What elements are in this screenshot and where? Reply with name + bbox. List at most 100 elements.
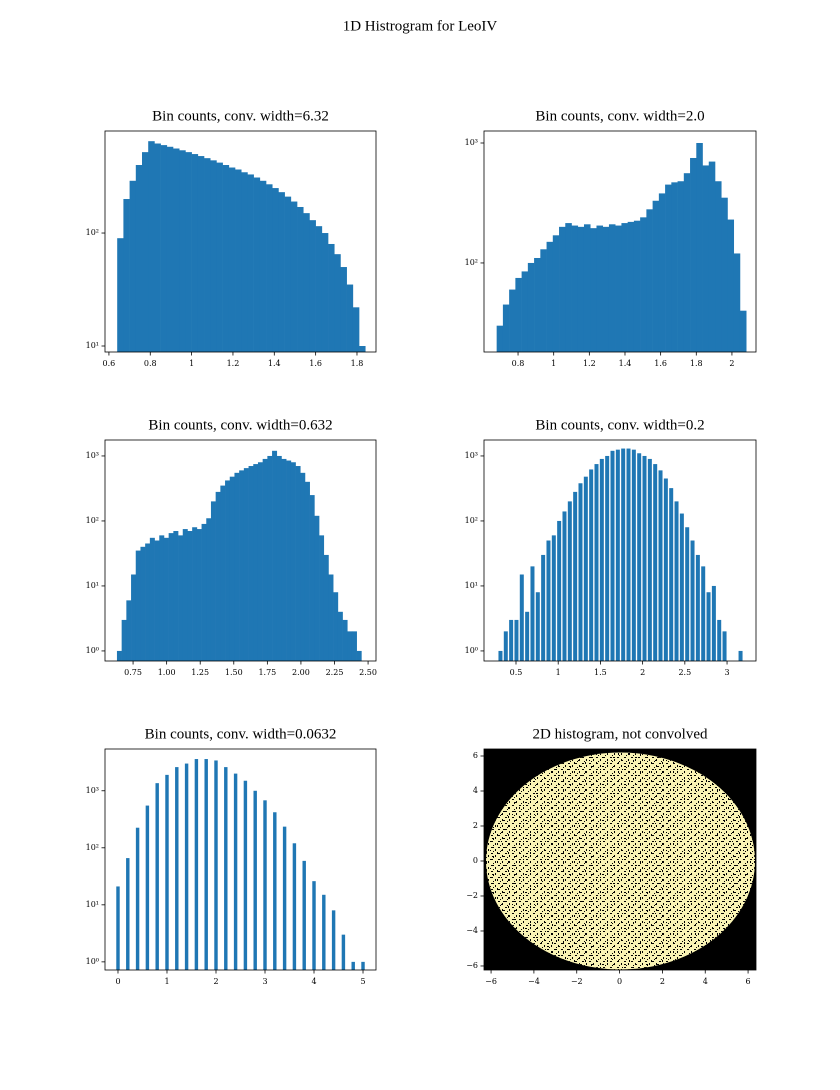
bar [653, 464, 658, 661]
x-tick-label: 2.25 [326, 668, 344, 677]
y-tick-label: −4 [466, 926, 478, 935]
y-tick-label: 10¹ [86, 581, 99, 590]
bar [126, 600, 132, 661]
x-tick-label: 0 [617, 977, 622, 986]
bar [696, 142, 703, 352]
x-tick-label: 0.75 [124, 668, 142, 677]
bar [637, 453, 642, 661]
bar [346, 284, 354, 352]
bar [210, 160, 217, 352]
bar [633, 220, 641, 352]
bar [168, 533, 174, 661]
bar [352, 307, 360, 352]
bar [160, 145, 168, 352]
y-tick-label: 6 [473, 751, 478, 760]
y-tick-label: 10¹ [86, 341, 99, 350]
bar [715, 181, 722, 352]
bar [142, 152, 149, 352]
bar [333, 592, 339, 661]
bar [145, 805, 150, 970]
bar [658, 470, 663, 661]
bar [175, 767, 179, 970]
bar [677, 181, 685, 352]
x-tick-label: 1.8 [351, 359, 364, 368]
bar [717, 619, 722, 661]
bar [739, 310, 747, 352]
bar [679, 513, 684, 661]
bar [708, 161, 716, 352]
bar [159, 535, 165, 661]
x-tick-label: 1.6 [309, 359, 322, 368]
bar [509, 619, 514, 661]
bar [552, 235, 560, 352]
bar [185, 152, 192, 352]
bar [502, 304, 510, 352]
bar [121, 619, 127, 661]
bar [608, 224, 616, 352]
bar [253, 790, 257, 970]
panel-title: Bin counts, conv. width=0.632 [148, 417, 332, 433]
bar [577, 226, 585, 352]
x-tick-label: 1 [164, 977, 169, 986]
bar [573, 491, 578, 661]
bar [163, 537, 169, 661]
bar [652, 200, 660, 352]
bar [642, 455, 647, 661]
bar [253, 464, 259, 661]
bar [583, 224, 591, 352]
x-tick-label: 2.50 [359, 668, 377, 677]
x-tick-label: 1.50 [225, 668, 243, 677]
bar [342, 619, 348, 661]
bar [235, 169, 242, 352]
bar [321, 233, 329, 352]
bar [184, 763, 189, 970]
bar [297, 206, 304, 352]
bar [315, 226, 323, 352]
x-tick-label: 1.4 [619, 359, 632, 368]
bar [243, 780, 248, 970]
bar [621, 223, 628, 352]
bar [149, 537, 155, 661]
bar [263, 800, 267, 970]
y-tick-label: 10³ [86, 451, 99, 460]
bar [154, 143, 161, 352]
bar [286, 460, 292, 661]
x-tick-label: 2 [660, 977, 665, 986]
x-tick-label: 1.5 [594, 668, 607, 677]
panel-title: 2D histogram, not convolved [533, 726, 708, 742]
bar [204, 759, 208, 970]
bar [196, 529, 202, 661]
bar [331, 910, 336, 970]
bar [224, 767, 228, 970]
bar [215, 491, 221, 661]
bar [351, 631, 357, 661]
bar [259, 180, 267, 352]
bar [233, 773, 238, 970]
bar [116, 886, 120, 970]
bar [328, 243, 335, 352]
bar [599, 458, 604, 661]
bar [126, 858, 130, 970]
bar [247, 174, 254, 352]
bar [131, 574, 137, 661]
bar [281, 458, 287, 661]
panel-title: Bin counts, conv. width=0.0632 [145, 726, 337, 742]
bar [509, 289, 516, 352]
x-tick-label: 0.8 [144, 359, 157, 368]
y-tick-label: 10¹ [465, 581, 478, 590]
bar [722, 631, 727, 661]
panel-title: Bin counts, conv. width=2.0 [535, 108, 704, 124]
x-tick-label: 2 [729, 359, 734, 368]
bar [295, 466, 301, 661]
bar [278, 192, 285, 352]
y-tick-label: 10³ [86, 786, 99, 795]
x-tick-label: 1.75 [258, 668, 276, 677]
bar [197, 156, 205, 352]
bar [282, 826, 287, 970]
bar [559, 226, 566, 352]
bar [578, 483, 583, 661]
x-tick-label: 1.2 [227, 359, 240, 368]
bar [738, 650, 743, 661]
bar [135, 827, 140, 970]
y-tick-label: 10² [465, 516, 478, 525]
